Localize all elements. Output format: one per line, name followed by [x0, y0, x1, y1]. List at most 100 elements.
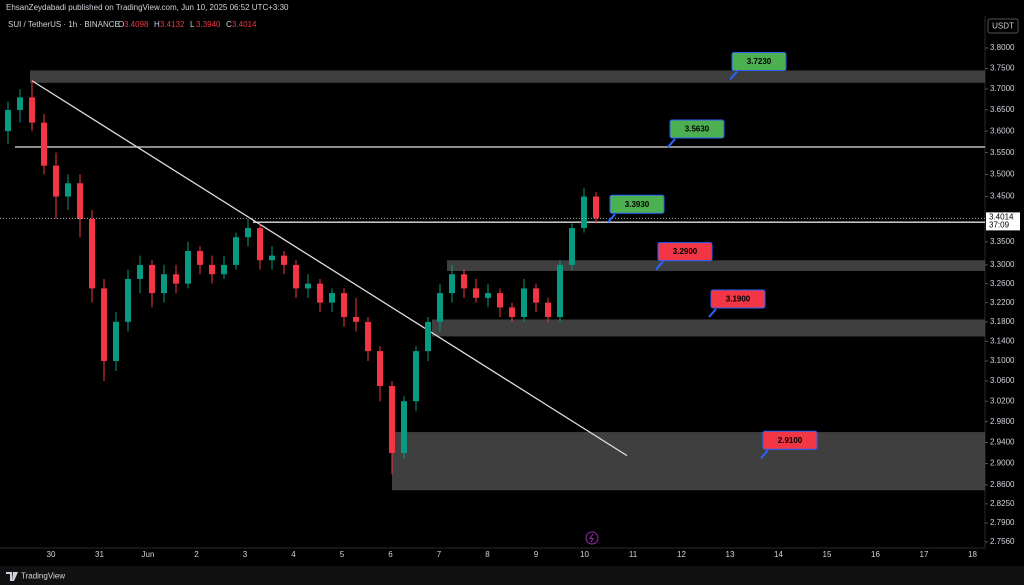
candle-body — [353, 317, 359, 322]
currency-label: USDT — [992, 22, 1014, 31]
x-tick-label: 7 — [437, 550, 442, 559]
candle-body — [293, 264, 299, 289]
candle-body — [221, 264, 227, 275]
trendline — [31, 80, 628, 457]
y-tick-label: 3.3000 — [990, 260, 1015, 269]
ohlc-value: 3.4014 — [232, 20, 257, 29]
x-tick-label: 9 — [534, 550, 539, 559]
candle-body — [53, 165, 59, 197]
y-tick-label: 2.9000 — [990, 459, 1015, 468]
candle-body — [377, 351, 383, 387]
candle-body — [533, 288, 539, 303]
y-tick-label: 2.7900 — [990, 518, 1015, 527]
candle-body — [77, 183, 83, 220]
candle-body — [5, 109, 11, 132]
candle-body — [473, 288, 479, 298]
x-tick-label: Jun — [142, 550, 155, 559]
annotation-label: 3.3930 — [625, 200, 650, 209]
candle-body — [569, 228, 575, 265]
y-tick-label: 2.9400 — [990, 438, 1015, 447]
y-tick-label: 3.3500 — [990, 237, 1015, 246]
zone — [392, 432, 985, 491]
y-tick-label: 3.2200 — [990, 298, 1015, 307]
candle-body — [545, 302, 551, 318]
candle-body — [365, 321, 371, 352]
ohlc-key: H — [154, 20, 160, 29]
candle-body — [305, 283, 311, 289]
x-tick-label: 11 — [629, 550, 638, 559]
x-tick-label: 3 — [243, 550, 248, 559]
x-tick-label: 4 — [291, 550, 296, 559]
y-tick-label: 3.1000 — [990, 356, 1015, 365]
ohlc-legend: O 3.4098 H 3.4132 L 3.3940 C 3.4014 — [118, 20, 257, 29]
annotation-pointer — [607, 213, 616, 223]
events-bolt — [589, 533, 594, 543]
x-tick-label: 16 — [871, 550, 880, 559]
candle-body — [29, 97, 35, 123]
events-icon[interactable] — [585, 531, 599, 545]
ohlc-value: 3.4132 — [160, 20, 185, 29]
annotation-label: 3.1900 — [726, 295, 751, 304]
ohlc-value: 3.3940 — [196, 20, 221, 29]
y-tick-label: 3.4500 — [990, 192, 1015, 201]
candle-body — [413, 351, 419, 402]
candle-body — [245, 228, 251, 238]
y-tick-label: 3.7000 — [990, 84, 1015, 93]
annotation-label: 3.2900 — [673, 247, 698, 256]
annotation-pointer — [729, 70, 738, 81]
ohlc-key: O — [118, 20, 124, 29]
y-tick-label: 3.6000 — [990, 126, 1015, 135]
x-tick-label: 30 — [47, 550, 56, 559]
candle-body — [101, 288, 107, 362]
candle-body — [461, 274, 467, 289]
candle-body — [509, 307, 515, 318]
candle-body — [233, 237, 239, 265]
zone — [447, 260, 985, 271]
annotation-box — [609, 194, 665, 214]
y-tick-label: 3.1800 — [990, 317, 1015, 326]
y-tick-label: 3.5500 — [990, 148, 1015, 157]
x-tick-label: 6 — [388, 550, 393, 559]
ohlc-key: C — [226, 20, 232, 29]
countdown-label: 37:09 — [989, 220, 1010, 229]
publisher-header: EhsanZeydabadi published on TradingView.… — [6, 3, 289, 12]
last-price-box — [986, 212, 1020, 231]
tv-logo — [6, 572, 18, 581]
y-tick-label: 2.8600 — [990, 480, 1015, 489]
annotation-box — [710, 289, 766, 309]
annotation-box — [762, 430, 818, 450]
candle-body — [161, 274, 167, 294]
annotation-pointer — [708, 308, 717, 318]
y-tick-label: 3.6500 — [990, 105, 1015, 114]
candle-body — [197, 251, 203, 265]
candle-body — [485, 293, 491, 298]
candle-body — [581, 196, 587, 229]
candle-body — [329, 293, 335, 303]
x-tick-label: 17 — [920, 550, 929, 559]
candle-body — [389, 386, 395, 453]
annotation-box — [731, 52, 787, 72]
x-tick-label: 13 — [726, 550, 735, 559]
y-tick-label: 3.1400 — [990, 336, 1015, 345]
x-tick-label: 15 — [823, 550, 832, 559]
candle-body — [113, 321, 119, 362]
candle-body — [173, 274, 179, 284]
candle-body — [209, 264, 215, 275]
last-price-label: 3.4014 — [989, 212, 1014, 221]
x-tick-label: 14 — [774, 550, 783, 559]
currency-button[interactable] — [987, 18, 1019, 34]
candle-body — [281, 255, 287, 265]
zone — [30, 70, 985, 83]
x-tick-label: 12 — [677, 550, 686, 559]
candle-body — [257, 228, 263, 261]
candle-body — [185, 251, 191, 284]
annotation-pointer — [760, 449, 769, 459]
y-tick-label: 3.0600 — [990, 376, 1015, 385]
ohlc-key: L — [190, 20, 195, 29]
candle-body — [521, 288, 527, 318]
candle-body — [269, 255, 275, 261]
ohlc-value: 3.4098 — [124, 20, 149, 29]
candle-body — [137, 264, 143, 279]
